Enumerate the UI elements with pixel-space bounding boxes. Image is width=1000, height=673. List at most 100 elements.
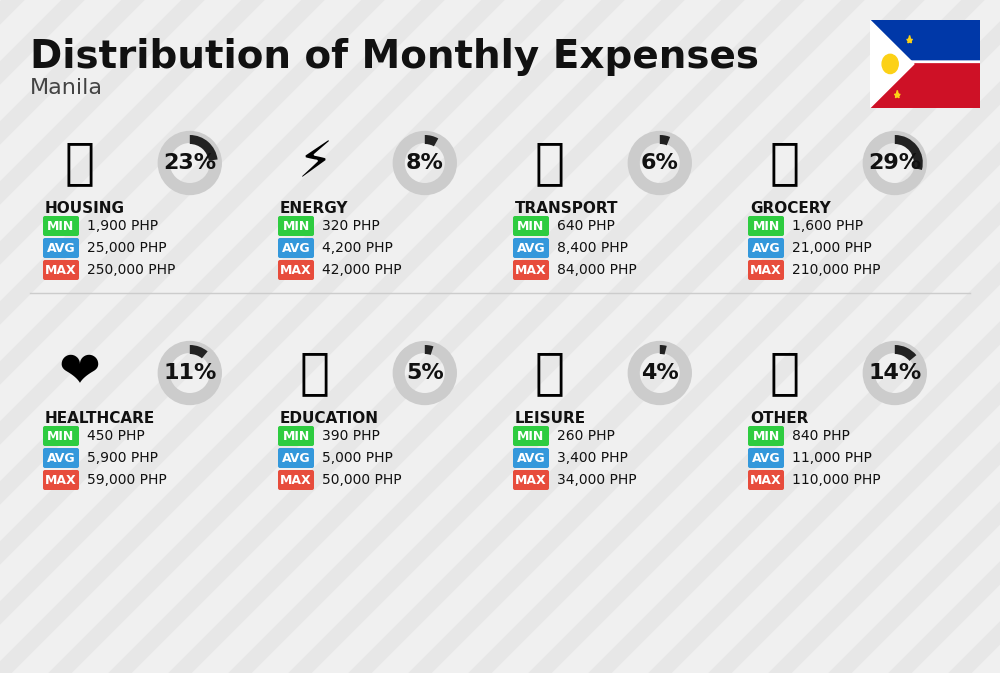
Text: MAX: MAX <box>515 474 547 487</box>
Polygon shape <box>870 20 914 108</box>
Wedge shape <box>425 135 438 146</box>
Text: GROCERY: GROCERY <box>750 201 831 216</box>
FancyBboxPatch shape <box>748 426 784 446</box>
Text: 🎓: 🎓 <box>300 349 330 397</box>
Polygon shape <box>861 50 867 58</box>
Text: 640 PHP: 640 PHP <box>557 219 615 233</box>
FancyBboxPatch shape <box>43 216 79 236</box>
Wedge shape <box>632 345 688 401</box>
Wedge shape <box>867 345 923 401</box>
Text: 260 PHP: 260 PHP <box>557 429 615 443</box>
FancyBboxPatch shape <box>278 470 314 490</box>
Text: 21,000 PHP: 21,000 PHP <box>792 241 872 255</box>
Wedge shape <box>632 135 688 191</box>
Circle shape <box>882 55 898 73</box>
Text: MIN: MIN <box>752 219 780 232</box>
FancyBboxPatch shape <box>43 448 79 468</box>
Wedge shape <box>397 345 453 401</box>
Text: 5,000 PHP: 5,000 PHP <box>322 451 393 465</box>
FancyBboxPatch shape <box>513 238 549 258</box>
FancyBboxPatch shape <box>513 216 549 236</box>
Wedge shape <box>425 345 433 355</box>
FancyBboxPatch shape <box>278 216 314 236</box>
Text: 🚌: 🚌 <box>535 139 565 187</box>
FancyBboxPatch shape <box>748 448 784 468</box>
Text: 840 PHP: 840 PHP <box>792 429 850 443</box>
Text: 🏢: 🏢 <box>65 139 95 187</box>
Text: AVG: AVG <box>47 242 75 254</box>
Text: OTHER: OTHER <box>750 411 808 426</box>
Text: EDUCATION: EDUCATION <box>280 411 379 426</box>
FancyBboxPatch shape <box>513 448 549 468</box>
FancyBboxPatch shape <box>868 18 982 66</box>
Text: AVG: AVG <box>47 452 75 464</box>
Text: MIN: MIN <box>47 219 75 232</box>
Text: 1,900 PHP: 1,900 PHP <box>87 219 158 233</box>
Text: 5,900 PHP: 5,900 PHP <box>87 451 158 465</box>
Text: 320 PHP: 320 PHP <box>322 219 380 233</box>
Text: 34,000 PHP: 34,000 PHP <box>557 473 637 487</box>
Wedge shape <box>162 135 218 191</box>
Text: MIN: MIN <box>517 429 545 443</box>
Text: ❤️: ❤️ <box>59 349 101 397</box>
Text: 59,000 PHP: 59,000 PHP <box>87 473 167 487</box>
Text: 25,000 PHP: 25,000 PHP <box>87 241 167 255</box>
Wedge shape <box>895 345 916 361</box>
FancyBboxPatch shape <box>748 238 784 258</box>
Text: MIN: MIN <box>47 429 75 443</box>
Wedge shape <box>895 135 923 170</box>
Text: 8%: 8% <box>406 153 444 173</box>
Text: 42,000 PHP: 42,000 PHP <box>322 263 402 277</box>
FancyBboxPatch shape <box>513 260 549 280</box>
Text: 🛍️: 🛍️ <box>535 349 565 397</box>
Text: MAX: MAX <box>280 264 312 277</box>
Wedge shape <box>162 345 218 401</box>
Text: 4%: 4% <box>641 363 679 383</box>
Wedge shape <box>190 345 208 358</box>
Text: 1,600 PHP: 1,600 PHP <box>792 219 863 233</box>
Text: 390 PHP: 390 PHP <box>322 429 380 443</box>
Text: 3,400 PHP: 3,400 PHP <box>557 451 628 465</box>
Text: 29%: 29% <box>868 153 921 173</box>
FancyBboxPatch shape <box>278 448 314 468</box>
Text: MIN: MIN <box>282 219 310 232</box>
Text: AVG: AVG <box>282 452 310 464</box>
Text: 4,200 PHP: 4,200 PHP <box>322 241 393 255</box>
FancyBboxPatch shape <box>278 426 314 446</box>
FancyBboxPatch shape <box>748 260 784 280</box>
Wedge shape <box>397 135 453 191</box>
Text: AVG: AVG <box>517 242 545 254</box>
Text: 11%: 11% <box>163 363 216 383</box>
FancyBboxPatch shape <box>43 238 79 258</box>
FancyBboxPatch shape <box>43 426 79 446</box>
FancyBboxPatch shape <box>748 470 784 490</box>
Text: 450 PHP: 450 PHP <box>87 429 145 443</box>
Text: AVG: AVG <box>282 242 310 254</box>
Wedge shape <box>660 135 670 145</box>
Polygon shape <box>907 36 913 43</box>
Text: MAX: MAX <box>750 264 782 277</box>
Text: Distribution of Monthly Expenses: Distribution of Monthly Expenses <box>30 38 759 76</box>
FancyBboxPatch shape <box>278 238 314 258</box>
Wedge shape <box>867 135 923 191</box>
Text: ENERGY: ENERGY <box>280 201 349 216</box>
Text: AVG: AVG <box>752 242 780 254</box>
Text: 210,000 PHP: 210,000 PHP <box>792 263 881 277</box>
FancyBboxPatch shape <box>43 470 79 490</box>
Text: MIN: MIN <box>282 429 310 443</box>
FancyBboxPatch shape <box>513 426 549 446</box>
Text: HOUSING: HOUSING <box>45 201 125 216</box>
Text: ⚡: ⚡ <box>297 139 333 187</box>
Text: 6%: 6% <box>641 153 679 173</box>
Text: 23%: 23% <box>163 153 216 173</box>
FancyBboxPatch shape <box>868 62 982 110</box>
FancyBboxPatch shape <box>278 260 314 280</box>
Text: HEALTHCARE: HEALTHCARE <box>45 411 155 426</box>
Text: MAX: MAX <box>45 264 77 277</box>
Text: AVG: AVG <box>517 452 545 464</box>
Text: Manila: Manila <box>30 78 103 98</box>
Text: 5%: 5% <box>406 363 444 383</box>
Text: 11,000 PHP: 11,000 PHP <box>792 451 872 465</box>
FancyBboxPatch shape <box>43 260 79 280</box>
Text: MIN: MIN <box>752 429 780 443</box>
